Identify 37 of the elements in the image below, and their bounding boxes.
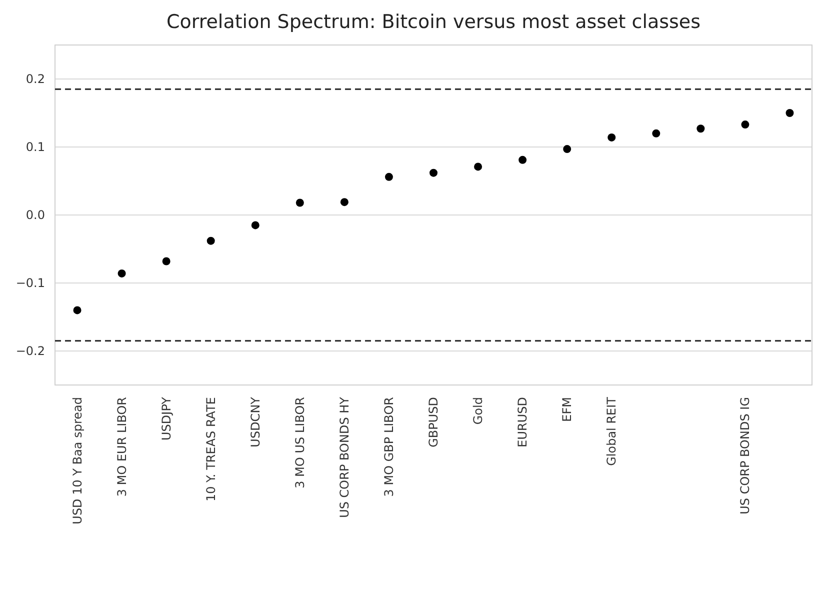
point bbox=[206, 236, 215, 245]
point bbox=[162, 257, 170, 266]
x-tick-label: USDCNY bbox=[248, 396, 262, 448]
x-tick-label: Global REIT bbox=[604, 396, 619, 466]
point bbox=[73, 306, 82, 314]
x-tick-label: Gold bbox=[471, 397, 486, 425]
point bbox=[563, 145, 572, 154]
x-tick-label: USD 10 Y Baa spread bbox=[70, 397, 84, 524]
y-tick-label: 0.1 bbox=[26, 140, 45, 154]
point bbox=[696, 124, 705, 133]
point bbox=[251, 221, 260, 230]
x-tick-label: GBPUSD bbox=[426, 397, 440, 448]
point bbox=[430, 168, 438, 177]
x-tick-label: US CORP BONDS IG bbox=[738, 397, 752, 514]
x-tick-label: 10 Y. TREAS RATE bbox=[204, 397, 218, 502]
point bbox=[384, 172, 393, 181]
point bbox=[786, 109, 794, 117]
text: 0.0 bbox=[26, 208, 45, 222]
x-tick-label: EFM bbox=[560, 397, 574, 422]
x-tick-label: US CORP BONDS HY bbox=[337, 396, 352, 518]
y-tick-label: −0.1 bbox=[16, 276, 45, 290]
x-tick-label: USDJPY bbox=[159, 396, 174, 440]
y-tick-label: −0.2 bbox=[16, 344, 45, 358]
chart-title: Correlation Spectrum: Bitcoin versus most asset classes bbox=[166, 11, 701, 33]
point bbox=[608, 133, 616, 142]
point bbox=[518, 156, 527, 164]
x-tick-label: 3 MO GBP LIBOR bbox=[382, 397, 396, 497]
point bbox=[118, 269, 126, 278]
point bbox=[474, 162, 482, 171]
y-tick-label: 0.2 bbox=[26, 72, 45, 86]
x-tick-label: 3 MO US LIBOR bbox=[292, 397, 307, 488]
x-tick-label: 3 MO EUR LIBOR bbox=[114, 397, 129, 497]
point bbox=[340, 198, 348, 206]
x-tick-label: EURUSD bbox=[516, 397, 530, 448]
point bbox=[296, 198, 304, 207]
point bbox=[741, 120, 750, 129]
point bbox=[652, 129, 660, 138]
